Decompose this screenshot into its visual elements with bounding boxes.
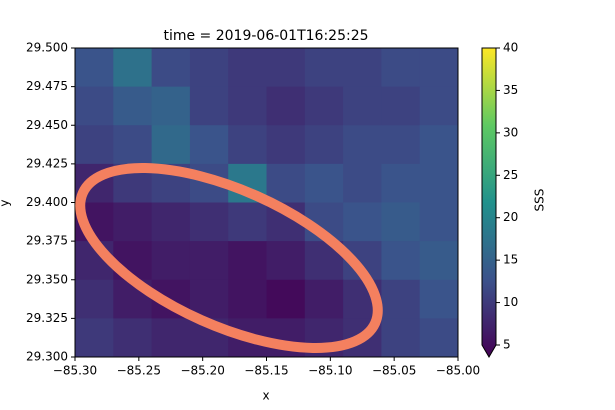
cell xyxy=(381,318,421,358)
cell xyxy=(419,202,459,242)
cell xyxy=(228,241,267,281)
cell xyxy=(381,86,421,126)
cell xyxy=(189,241,229,281)
cell xyxy=(381,241,421,281)
cell xyxy=(381,163,421,203)
cell xyxy=(113,125,153,165)
cell xyxy=(75,279,114,319)
cell xyxy=(381,202,421,242)
cell xyxy=(419,125,459,165)
colorbar-tick-label: 5 xyxy=(503,338,511,352)
cell xyxy=(381,279,421,319)
y-tick-label: 29.375 xyxy=(26,234,68,248)
cell xyxy=(189,86,229,126)
y-tick-label: 29.325 xyxy=(26,311,68,325)
cell xyxy=(75,125,114,165)
x-tick-label: −85.25 xyxy=(117,364,161,378)
cell xyxy=(266,279,306,319)
x-tick-label: −85.10 xyxy=(308,364,352,378)
x-tick-label: −85.00 xyxy=(436,364,480,378)
y-tick-label: 29.350 xyxy=(26,272,68,286)
cell xyxy=(419,48,459,88)
cell xyxy=(343,202,382,242)
colorbar-tick-label: 40 xyxy=(503,41,518,55)
highlight-ellipse xyxy=(75,163,383,353)
cell xyxy=(343,48,382,88)
cell xyxy=(113,318,153,358)
cell xyxy=(381,48,421,88)
cell xyxy=(419,279,459,319)
cell xyxy=(266,241,306,281)
cell xyxy=(151,125,191,165)
cell xyxy=(419,163,459,203)
cell xyxy=(343,163,382,203)
cell xyxy=(75,48,114,88)
cell xyxy=(304,279,344,319)
cell xyxy=(266,48,306,88)
y-tick-label: 29.300 xyxy=(26,350,68,364)
heatmap xyxy=(75,48,459,358)
cell xyxy=(381,125,421,165)
cell xyxy=(75,318,114,358)
cell xyxy=(189,48,229,88)
colorbar-tick-label: 30 xyxy=(503,125,518,139)
cell xyxy=(266,163,306,203)
y-axis-label: y xyxy=(0,199,12,206)
x-tick-label: −85.15 xyxy=(244,364,288,378)
cell xyxy=(113,48,153,88)
colorbar-tick-label: 10 xyxy=(503,295,518,309)
chart-title: time = 2019-06-01T16:25:25 xyxy=(163,28,368,44)
colorbar-label: SSS xyxy=(533,189,547,212)
y-tick-label: 29.425 xyxy=(26,156,68,170)
y-tick-label: 29.450 xyxy=(26,118,68,132)
cell xyxy=(151,86,191,126)
cell xyxy=(228,125,267,165)
cell xyxy=(304,125,344,165)
cell xyxy=(304,86,344,126)
y-tick-label: 29.400 xyxy=(26,195,68,209)
cell xyxy=(266,125,306,165)
cell xyxy=(113,202,153,242)
y-tick-label: 29.500 xyxy=(26,41,68,55)
cell xyxy=(343,86,382,126)
cell xyxy=(228,48,267,88)
cell xyxy=(304,163,344,203)
colorbar-tick-label: 35 xyxy=(503,83,518,97)
cell xyxy=(189,202,229,242)
cell xyxy=(151,202,191,242)
x-axis-label: x xyxy=(262,389,269,403)
x-tick-label: −85.20 xyxy=(180,364,224,378)
x-tick-label: −85.30 xyxy=(53,364,97,378)
cell xyxy=(304,48,344,88)
cell xyxy=(151,241,191,281)
cell xyxy=(151,318,191,358)
cell xyxy=(228,279,267,319)
cell xyxy=(228,86,267,126)
cell xyxy=(189,279,229,319)
cell xyxy=(343,125,382,165)
colorbar-tick-label: 25 xyxy=(503,168,518,182)
colorbar-tick-label: 20 xyxy=(503,210,518,224)
cell xyxy=(419,241,459,281)
cell xyxy=(189,125,229,165)
cell xyxy=(75,86,114,126)
cell xyxy=(419,318,459,358)
x-tick-label: −85.05 xyxy=(372,364,416,378)
cell xyxy=(266,86,306,126)
cell xyxy=(419,86,459,126)
y-tick-label: 29.475 xyxy=(26,79,68,93)
cell xyxy=(228,202,267,242)
colorbar-tick-label: 15 xyxy=(503,253,518,267)
cell xyxy=(113,86,153,126)
cell xyxy=(151,48,191,88)
colorbar xyxy=(481,47,497,358)
